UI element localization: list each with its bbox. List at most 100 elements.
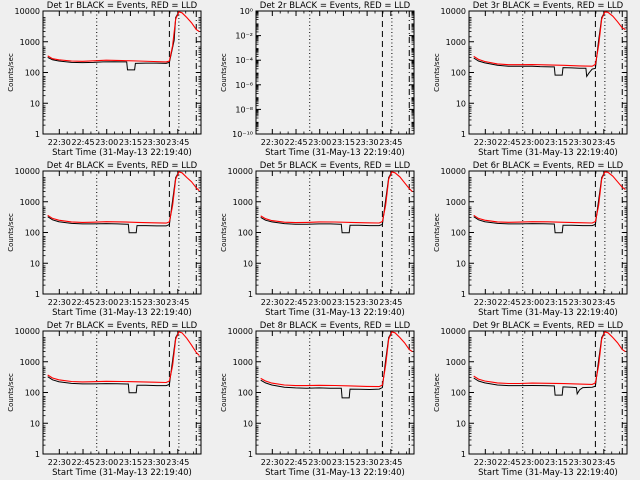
y-tick-label: 10000 (441, 7, 466, 16)
x-tick-label: 22:45 (284, 138, 307, 147)
x-axis-label: Start Time (31-May-13 22:19:40) (52, 308, 192, 318)
y-tick-label: 100 (451, 229, 466, 238)
x-tick-label: 22:45 (71, 138, 94, 147)
y-tick-label: 10000 (15, 7, 40, 16)
x-tick-label: 23:00 (95, 138, 118, 147)
x-tick-label: 23:45 (379, 138, 402, 147)
x-tick-label: 23:15 (545, 458, 568, 467)
x-axis-label: Start Time (31-May-13 22:19:40) (478, 468, 618, 478)
chart-panel-8: 1 10 100 1000 10000 22:30 22:45 23:00 23:15 23:30… (220, 321, 415, 478)
x-tick-label: 23:00 (521, 138, 544, 147)
y-tick-label: 1 (35, 130, 40, 139)
x-tick-label: 23:45 (166, 298, 189, 307)
x-tick-label: 22:45 (284, 458, 307, 467)
chart-title: Det 8r BLACK = Events, RED = LLD (260, 321, 411, 331)
x-tick-label: 23:15 (119, 138, 142, 147)
events-series-line (473, 171, 606, 234)
chart-title: Det 2r BLACK = Events, RED = LLD (260, 1, 411, 11)
events-series-line (260, 331, 393, 399)
y-tick-label: 10 (456, 419, 466, 428)
y-tick-label: 10⁻⁶ (235, 81, 253, 90)
x-tick-label: 23:15 (119, 298, 142, 307)
x-tick-label: 22:45 (71, 458, 94, 467)
y-tick-label: 100 (451, 389, 466, 398)
y-axis-label: Counts/sec (7, 213, 15, 252)
y-tick-label: 10000 (228, 167, 253, 176)
x-tick-label: 23:45 (166, 138, 189, 147)
lld-series-line (473, 171, 626, 224)
events-series-line (47, 11, 180, 71)
x-tick-label: 23:45 (379, 458, 402, 467)
x-tick-label: 23:30 (569, 298, 592, 307)
x-tick-label: 23:15 (332, 298, 355, 307)
chart-title: Det 6r BLACK = Events, RED = LLD (473, 161, 624, 171)
y-tick-label: 10⁻⁸ (235, 105, 253, 114)
x-tick-label: 22:45 (71, 298, 94, 307)
x-tick-label: 23:45 (592, 458, 615, 467)
x-axis-label: Start Time (31-May-13 22:19:40) (265, 308, 405, 318)
y-tick-label: 10000 (441, 327, 466, 336)
chart-panel-6: 1 10 100 1000 10000 22:30 22:45 23:00 23:15 23:30… (433, 161, 628, 318)
x-tick-label: 23:45 (379, 298, 402, 307)
y-tick-label: 100 (238, 229, 253, 238)
lld-series-line (260, 331, 413, 388)
chart-title: Det 3r BLACK = Events, RED = LLD (473, 1, 624, 11)
events-series-line (473, 11, 606, 78)
y-tick-label: 10000 (15, 327, 40, 336)
plot-frame (255, 10, 415, 135)
x-tick-label: 23:00 (308, 458, 331, 467)
y-tick-label: 1 (461, 290, 466, 299)
x-tick-label: 23:15 (332, 458, 355, 467)
x-tick-label: 23:30 (143, 298, 166, 307)
y-tick-label: 1000 (446, 198, 466, 207)
x-tick-label: 23:30 (143, 458, 166, 467)
x-tick-label: 23:00 (95, 298, 118, 307)
x-axis-label: Start Time (31-May-13 22:19:40) (478, 308, 618, 318)
y-tick-label: 10000 (15, 167, 40, 176)
y-tick-label: 1000 (446, 358, 466, 367)
y-axis-label: Counts/sec (220, 53, 228, 92)
x-tick-label: 23:15 (545, 138, 568, 147)
events-series-line (47, 331, 180, 394)
y-tick-label: 10⁻¹⁰ (232, 130, 253, 139)
y-tick-label: 10⁰ (240, 7, 253, 16)
chart-panel-5: 1 10 100 1000 10000 22:30 22:45 23:00 23:15 23:30… (220, 161, 415, 318)
x-tick-label: 23:15 (332, 138, 355, 147)
y-tick-label: 1000 (20, 198, 40, 207)
x-tick-label: 22:30 (474, 138, 497, 147)
x-tick-label: 22:45 (284, 298, 307, 307)
x-tick-label: 22:30 (261, 458, 284, 467)
y-axis-label: Counts/sec (433, 53, 441, 92)
x-tick-label: 22:30 (261, 298, 284, 307)
y-tick-label: 1 (461, 130, 466, 139)
y-tick-label: 100 (238, 389, 253, 398)
y-axis-label: Counts/sec (7, 53, 15, 92)
x-tick-label: 23:00 (308, 298, 331, 307)
lld-series-line (47, 331, 200, 384)
y-tick-label: 10 (243, 259, 253, 268)
x-tick-label: 23:30 (569, 138, 592, 147)
y-axis-label: Counts/sec (433, 373, 441, 412)
x-tick-label: 22:45 (497, 138, 520, 147)
y-tick-label: 10 (456, 99, 466, 108)
x-tick-label: 22:30 (261, 138, 284, 147)
y-tick-label: 1000 (446, 38, 466, 47)
y-tick-label: 10000 (228, 327, 253, 336)
y-tick-label: 10 (30, 259, 40, 268)
chart-panel-3: 1 10 100 1000 10000 22:30 22:45 23:00 23:15 23:30… (433, 1, 628, 158)
chart-title: Det 1r BLACK = Events, RED = LLD (47, 1, 198, 11)
y-tick-label: 10000 (441, 167, 466, 176)
y-tick-label: 100 (451, 69, 466, 78)
lld-series-line (47, 11, 200, 63)
x-axis-label: Start Time (31-May-13 22:19:40) (478, 148, 618, 158)
x-tick-label: 23:00 (521, 298, 544, 307)
x-tick-label: 22:45 (497, 298, 520, 307)
x-tick-label: 23:45 (592, 298, 615, 307)
x-tick-label: 22:45 (497, 458, 520, 467)
x-tick-label: 22:30 (48, 298, 71, 307)
y-tick-label: 1000 (20, 358, 40, 367)
x-tick-label: 22:30 (48, 138, 71, 147)
